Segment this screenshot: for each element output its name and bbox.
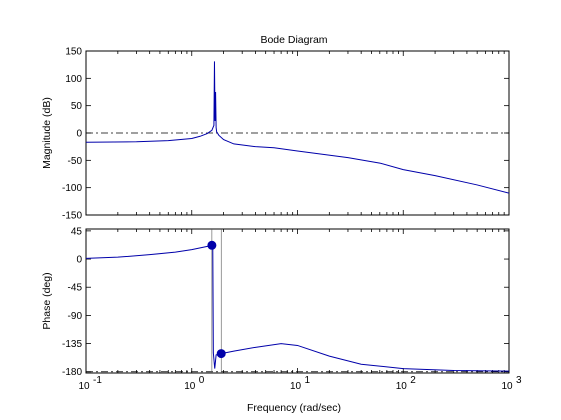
y-tick-label: 50	[71, 101, 83, 112]
data-marker	[216, 349, 226, 359]
x-tick-label: 10	[78, 381, 90, 392]
x-tick-label-exponent: 2	[410, 375, 416, 386]
y-tick-label: 0	[76, 255, 82, 266]
magnitude-y-axis-label: Magnitude (dB)	[41, 97, 53, 169]
chart-title: Bode Diagram	[260, 34, 327, 46]
x-tick-label: 10	[184, 381, 196, 392]
x-tick-label-exponent: -1	[93, 375, 102, 386]
y-tick-label: 45	[71, 226, 83, 237]
x-tick-label: 10	[501, 381, 513, 392]
data-marker	[207, 240, 217, 250]
x-tick-label-exponent: 3	[516, 375, 522, 386]
y-tick-label: -90	[68, 311, 83, 322]
y-tick-label: -45	[68, 283, 83, 294]
phase-y-axis-label: Phase (deg)	[41, 272, 53, 329]
x-axis-label: Frequency (rad/sec)	[247, 402, 341, 414]
x-tick-label-exponent: 1	[305, 375, 311, 386]
magnitude-panel: -150 -100 -50 0 50 100 150 Magnitude (dB)	[41, 47, 510, 222]
y-tick-label: 150	[65, 47, 82, 58]
x-tick-label: 10	[290, 381, 302, 392]
magnitude-series-line	[85, 61, 510, 194]
x-tick-label-exponent: 0	[199, 375, 205, 386]
y-tick-label: 100	[65, 74, 82, 85]
x-tick-label: 10	[396, 381, 408, 392]
y-tick-label: 0	[76, 129, 82, 140]
y-tick-label: -50	[68, 156, 83, 167]
phase-frame	[85, 228, 510, 374]
y-tick-label: -135	[62, 339, 82, 350]
y-tick-label: -180	[62, 367, 82, 378]
y-tick-label: -150	[62, 211, 82, 222]
y-tick-label: -100	[62, 183, 82, 194]
